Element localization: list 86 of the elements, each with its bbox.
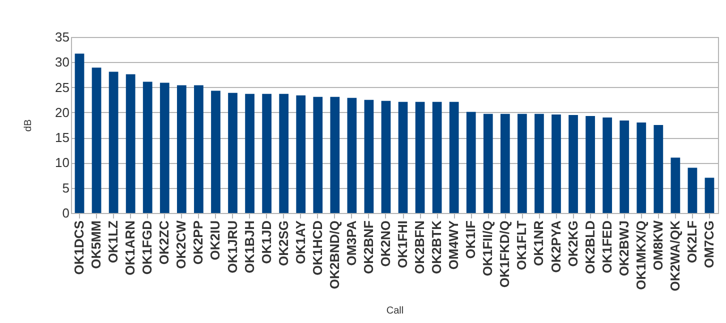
bar (142, 82, 152, 213)
bar (126, 74, 136, 213)
bar (449, 102, 459, 213)
bar (211, 90, 220, 213)
y-tick-label: 20 (55, 104, 70, 120)
x-axis-title: Call (386, 305, 404, 316)
bar (432, 102, 442, 213)
bar (176, 85, 186, 213)
bar (347, 98, 357, 213)
x-tick-label: OK1BJH (242, 220, 257, 274)
x-tick-label: OK1FLT (514, 220, 530, 270)
bar (279, 94, 289, 213)
x-tick-label: OK1FED (599, 220, 614, 274)
bar (245, 94, 254, 213)
x-tick-label: OK1NR (531, 220, 546, 266)
bar (74, 54, 84, 213)
bar (262, 94, 272, 213)
bar (704, 178, 714, 213)
x-tick-label: OK2PP (190, 220, 206, 265)
x-tick-label: OK2BNF (360, 220, 376, 274)
bar (500, 114, 510, 213)
x-tick-label: OK1LZ (106, 220, 121, 264)
x-tick-label: OK1JD (258, 220, 274, 264)
x-tick-label: OK1IF (463, 220, 478, 259)
bar (330, 96, 340, 213)
x-tick-label: OK1FGD (140, 220, 155, 275)
y-tick-label: 35 (55, 30, 70, 44)
x-tick-label: OK1FII/Q (480, 220, 496, 276)
bar (483, 114, 493, 213)
bar (296, 95, 306, 213)
bar (381, 100, 391, 213)
bar (586, 116, 595, 213)
bar (552, 114, 561, 213)
x-tick-label: OK1HCD (310, 220, 325, 276)
bar (228, 92, 238, 213)
bar (602, 117, 612, 213)
y-tick-label: 30 (55, 54, 70, 70)
x-tick-label: OK1FKD/Q (497, 220, 512, 288)
bar (108, 72, 118, 213)
bar (415, 102, 425, 213)
x-tick-label: OK1DCS (72, 220, 87, 275)
x-tick-label: OK2SG (276, 220, 291, 266)
bar (654, 125, 664, 213)
bar (636, 122, 646, 213)
x-tick-label: OK2BLD (582, 220, 598, 274)
bar (568, 114, 578, 213)
x-tick-label: OK1AY (292, 220, 308, 264)
x-tick-label: OK2BWJ (616, 220, 632, 276)
bar (92, 68, 102, 213)
y-tick-label: 5 (62, 180, 70, 196)
y-axis-title: dB (23, 119, 34, 132)
x-tick-label: OK2BFN (412, 220, 428, 274)
x-tick-label: OM3PA (344, 220, 359, 266)
x-tick-label: OK2BND/Q (326, 220, 342, 290)
y-tick-label: 25 (55, 80, 70, 95)
bar (364, 100, 374, 213)
bar (313, 96, 323, 213)
bar (398, 102, 408, 213)
bar (620, 120, 630, 213)
x-tick-label: OK2PYA (548, 220, 564, 273)
x-tick-label: OK2BTK (429, 220, 444, 274)
bar (518, 114, 527, 213)
x-tick-label: OK2LF (684, 220, 700, 264)
y-tick-label: 15 (55, 130, 70, 146)
x-tick-label: OK2IU (208, 220, 223, 260)
bar (160, 82, 170, 213)
x-tick-label: OK2WA/QK (667, 220, 682, 292)
x-tick-label: OK2ZC (156, 220, 172, 265)
bar (466, 112, 476, 213)
bar (688, 168, 698, 213)
y-tick-label: 0 (62, 206, 70, 220)
y-tick-label: 10 (55, 155, 70, 170)
x-tick-label: OM4WY (446, 220, 462, 270)
bar (670, 158, 680, 213)
x-tick-label: OM7CG (701, 220, 716, 268)
x-tick-label: OK1JRU (224, 220, 240, 274)
x-tick-label: OK1FHI (395, 220, 410, 268)
x-tick-label: OM8KW (650, 220, 666, 270)
bar (534, 114, 544, 213)
x-tick-label: OK2KG (565, 220, 580, 267)
bar (194, 85, 204, 213)
x-tick-label: OK1ARN (122, 220, 138, 276)
x-tick-label: OK2NO (378, 220, 393, 267)
x-tick-label: OK2CW (174, 220, 189, 269)
x-tick-label: OK1MKX/Q (633, 220, 648, 290)
x-tick-label: OK5MM (88, 220, 104, 269)
